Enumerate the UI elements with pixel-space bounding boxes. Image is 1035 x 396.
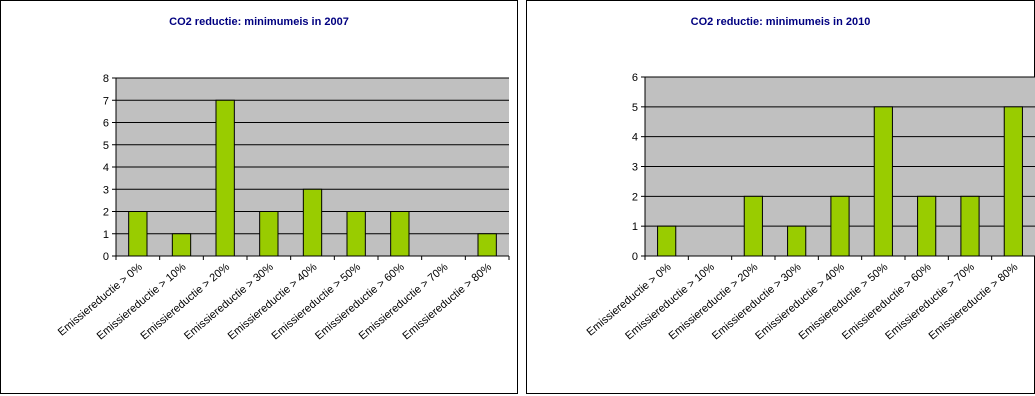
bar [215,99,235,257]
y-tick-label: 6 [103,118,109,130]
y-tick-label: 4 [103,162,109,174]
y-tick-label: 4 [632,132,638,144]
y-tick-label: 3 [632,162,638,174]
chart-panel-2010: CO2 reductie: minimumeis in 2010 0 1 2 3 4 5 6… [526,0,1035,394]
bar [128,211,148,257]
x-category-label: Emissiereductie > 0% [585,261,674,339]
chart-panel-2007: CO2 reductie: minimumeis in 2007 0 1 2 3 4 5 6… [0,0,518,394]
y-tick-label: 5 [103,140,109,152]
bar [830,195,850,257]
y-tick-label: 7 [103,95,109,107]
bar [787,225,807,257]
bar [259,211,279,257]
bar [873,106,893,257]
bar [302,188,323,257]
x-category-label: Emissiereductie > 0% [56,261,145,339]
bar [346,211,366,257]
chart-title: CO2 reductie: minimumeis in 2007 [169,16,349,28]
x-category-label: Emissiereductie > 80% [400,261,494,342]
bar [477,233,497,257]
y-tick-label: 1 [632,221,638,233]
y-tick-label: 0 [103,251,109,263]
chart-title: CO2 reductie: minimumeis in 2010 [690,16,871,28]
y-tick-label: 1 [103,229,109,241]
x-category-label: Emissiereductie > 80% [927,261,1021,342]
bar [1003,106,1023,257]
y-tick-label: 8 [103,73,109,85]
bar-chart-2007: 0 1 2 3 4 5 6 7 8 Emissiereductie > 0% Emissieredu… [56,73,510,342]
y-tick-label: 3 [103,184,109,196]
bar [960,195,980,257]
bar [390,211,410,257]
y-tick-label: 5 [632,102,638,114]
bar [171,233,192,257]
y-tick-label: 2 [632,191,638,203]
bar-chart-2010: 0 1 2 3 4 5 6 Emissiereductie > 0% Emissiereduct… [585,72,1035,342]
bar [743,195,763,257]
bar [917,195,937,257]
y-tick-label: 0 [632,251,638,263]
y-tick-label: 6 [632,72,638,84]
bar [657,225,677,257]
y-tick-label: 2 [103,207,109,219]
